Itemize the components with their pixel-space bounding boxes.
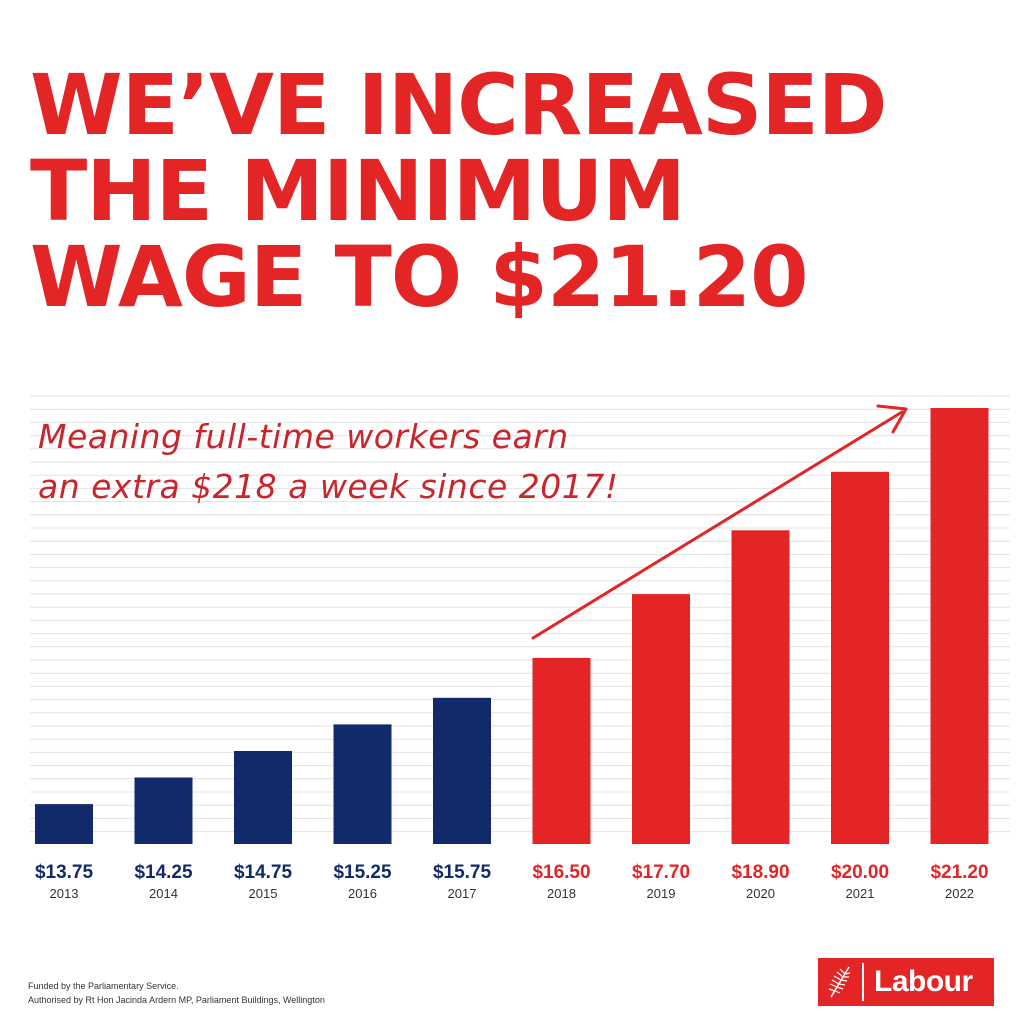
bar-2020 — [731, 530, 790, 844]
arrow-shaft — [531, 410, 904, 640]
value-label-2016: $15.25 — [333, 862, 392, 883]
bar-2018 — [532, 657, 591, 844]
logo-divider — [862, 963, 864, 1001]
subtitle-line-2: an extra $218 a week since 2017! — [38, 467, 619, 506]
tick-label-2021: 2021 — [846, 886, 875, 901]
tick-label-2019: 2019 — [647, 886, 676, 901]
fern-icon — [818, 958, 862, 1006]
bar-2015 — [234, 751, 292, 844]
logo-wordmark: Labour — [874, 965, 973, 998]
value-label-2018: $16.50 — [532, 862, 590, 883]
bar-2021 — [831, 471, 889, 844]
value-label-2022: $21.20 — [930, 862, 988, 883]
value-label-2020: $18.90 — [731, 862, 789, 883]
chart-labels: $13.75 2013 $14.25 2014 $14.75 2015 $15.25 2016… — [35, 862, 989, 901]
value-label-2017: $15.75 — [433, 862, 492, 883]
bar-2022 — [930, 408, 989, 844]
bar-2016 — [333, 724, 392, 844]
headline: WE’VE INCREASED THE MINIMUM WAGE TO $21.… — [30, 56, 887, 326]
chart-subtitle: Meaning full-time workers earn an extra … — [38, 412, 618, 512]
bar-2013 — [35, 804, 93, 844]
tick-label-2013: 2013 — [50, 886, 79, 901]
value-label-2021: $20.00 — [831, 862, 889, 883]
tick-label-2017: 2017 — [448, 886, 477, 901]
bar-2017 — [433, 697, 491, 844]
tick-label-2016: 2016 — [348, 886, 377, 901]
subtitle-line-1: Meaning full-time workers earn — [38, 417, 569, 456]
arrow-head — [876, 404, 908, 434]
tick-label-2022: 2022 — [945, 886, 974, 901]
tick-label-2020: 2020 — [746, 886, 775, 901]
headline-line-1: WE’VE INCREASED — [30, 56, 887, 154]
trend-arrow — [531, 404, 908, 640]
tick-label-2014: 2014 — [149, 886, 178, 901]
value-label-2013: $13.75 — [35, 862, 94, 883]
value-label-2019: $17.70 — [632, 862, 690, 883]
headline-line-2: THE MINIMUM — [30, 142, 686, 240]
funding-disclaimer: Funded by the Parliamentary Service. Aut… — [28, 979, 325, 1007]
bar-2014 — [134, 777, 193, 844]
footer-line-1: Funded by the Parliamentary Service. — [28, 981, 179, 991]
tick-label-2018: 2018 — [547, 886, 576, 901]
footer-line-2: Authorised by Rt Hon Jacinda Ardern MP, … — [28, 995, 325, 1005]
tick-label-2015: 2015 — [249, 886, 278, 901]
value-label-2014: $14.25 — [134, 862, 193, 883]
chart-bars — [35, 408, 989, 844]
labour-logo: Labour — [818, 958, 994, 1006]
headline-line-3: WAGE TO $21.20 — [30, 228, 809, 326]
value-label-2015: $14.75 — [234, 862, 293, 883]
minimum-wage-bar-chart: $13.75 2013 $14.25 2014 $14.75 2015 $15.25 2016… — [30, 395, 1010, 901]
bar-2019 — [632, 594, 690, 844]
